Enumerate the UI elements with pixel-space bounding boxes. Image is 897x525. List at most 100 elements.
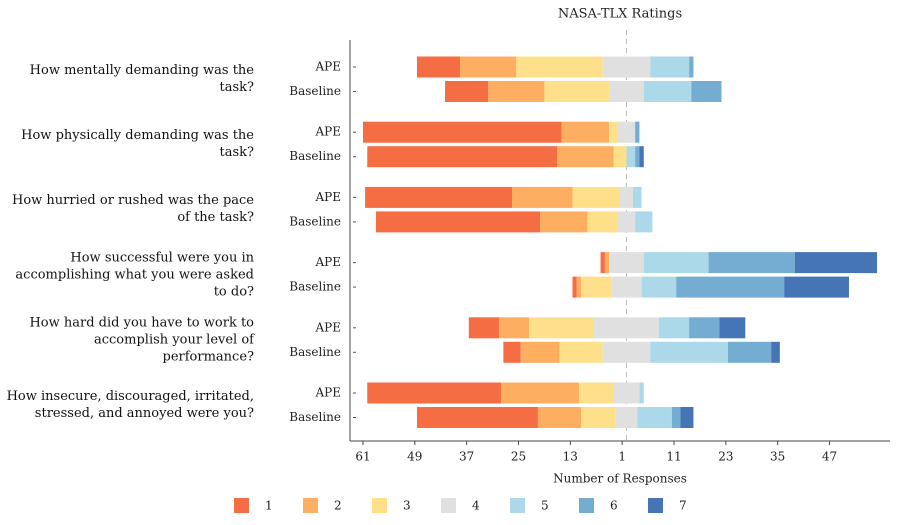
- bar-segment: [587, 211, 618, 233]
- bar-segment: [572, 276, 577, 298]
- group-label: Baseline: [289, 280, 341, 294]
- question-label: How mentally demanding was the task?: [29, 63, 254, 95]
- bar-segment: [602, 341, 651, 363]
- bar-segment: [594, 317, 659, 339]
- bar-segment: [578, 382, 614, 404]
- group-label: Baseline: [289, 84, 341, 98]
- bar-segment: [499, 317, 530, 339]
- bar-segment: [771, 341, 780, 363]
- bar-segment: [617, 211, 636, 233]
- bar-segment: [557, 146, 614, 168]
- bar-segment: [635, 211, 653, 233]
- bar-segment: [503, 341, 521, 363]
- bar-segment: [643, 81, 692, 102]
- legend-label: 1: [265, 499, 273, 513]
- bar-segment: [719, 317, 746, 339]
- bar-segment: [784, 276, 849, 298]
- bar-segment: [576, 276, 582, 298]
- bar-segment: [488, 81, 545, 102]
- bar-segment: [691, 81, 722, 102]
- bar-segment: [561, 121, 610, 143]
- bar-segment: [468, 317, 500, 339]
- legend-label: 4: [472, 499, 480, 513]
- x-tick-label: 35: [770, 450, 785, 464]
- bar-segment: [794, 252, 878, 274]
- bar-segment: [689, 317, 720, 339]
- group-label: APE: [315, 125, 342, 139]
- bar-segment: [501, 382, 579, 404]
- bar-segment: [581, 276, 612, 298]
- x-tick-label: 13: [563, 450, 578, 464]
- bar-segment: [416, 407, 538, 428]
- bar-segment: [520, 341, 560, 363]
- bar-segment: [600, 252, 605, 274]
- bar-segment: [639, 146, 644, 168]
- bar-segment: [512, 186, 573, 208]
- group-label: Baseline: [289, 214, 341, 228]
- legend-label: 6: [610, 499, 618, 513]
- question-label: How hurried or rushed was the pace of th…: [11, 193, 254, 226]
- x-tick-label: 23: [718, 450, 733, 464]
- group-label: APE: [315, 190, 342, 204]
- bar-segment: [643, 252, 709, 274]
- bar-segment: [676, 276, 785, 298]
- x-tick-label: 47: [822, 450, 837, 464]
- bar-segment: [581, 407, 616, 428]
- question-label: How successful were you in accomplishing…: [15, 250, 254, 300]
- legend-label: 7: [679, 499, 687, 513]
- x-tick-label: 1: [618, 450, 626, 464]
- bar-segment: [635, 146, 640, 168]
- legend-swatch: [441, 498, 456, 513]
- group-label: APE: [315, 255, 342, 269]
- bar-segment: [609, 252, 644, 274]
- legend-swatch: [510, 498, 525, 513]
- chart-title: NASA-TLX Ratings: [558, 7, 682, 22]
- bar-segment: [572, 186, 620, 208]
- bar-segment: [637, 407, 672, 428]
- legend-swatch: [579, 498, 594, 513]
- x-tick-label: 61: [355, 450, 370, 464]
- bar-segment: [613, 382, 640, 404]
- bar-segment: [375, 211, 541, 233]
- bar-segment: [460, 56, 517, 78]
- bar-segment: [604, 252, 610, 274]
- bar-segment: [537, 407, 582, 428]
- bar-segment: [416, 56, 461, 78]
- legend-label: 3: [403, 499, 411, 513]
- bar-segment: [540, 211, 588, 233]
- bar-segment: [617, 121, 636, 143]
- bar-segment: [680, 407, 694, 428]
- group-label: APE: [315, 320, 342, 334]
- bar-segment: [615, 407, 638, 428]
- bar-segment: [365, 186, 512, 208]
- group-label: APE: [315, 386, 342, 400]
- bar-segment: [641, 276, 677, 298]
- bar-segment: [650, 56, 690, 78]
- legend-swatch: [303, 498, 318, 513]
- group-label: APE: [315, 60, 342, 74]
- bar-segment: [609, 121, 618, 143]
- group-label: Baseline: [289, 410, 341, 424]
- bar-segment: [632, 186, 642, 208]
- bar-segment: [559, 341, 603, 363]
- bar-segment: [544, 81, 610, 102]
- x-axis-label: Number of Responses: [553, 472, 687, 486]
- bar-segment: [626, 146, 636, 168]
- bar-segment: [728, 341, 772, 363]
- bar-segment: [635, 121, 640, 143]
- bar-segment: [639, 382, 644, 404]
- legend-label: 5: [541, 499, 549, 513]
- question-label: How physically demanding was the task?: [21, 128, 254, 161]
- x-tick-label: 49: [407, 450, 422, 464]
- legend-swatch: [648, 498, 663, 513]
- bar-segment: [708, 252, 795, 274]
- x-tick-label: 25: [511, 450, 526, 464]
- x-tick-label: 11: [666, 450, 681, 464]
- group-label: Baseline: [289, 345, 341, 359]
- bar-segment: [516, 56, 603, 78]
- bar-segment: [367, 382, 502, 404]
- legend-label: 2: [334, 499, 342, 513]
- legend-swatch: [372, 498, 387, 513]
